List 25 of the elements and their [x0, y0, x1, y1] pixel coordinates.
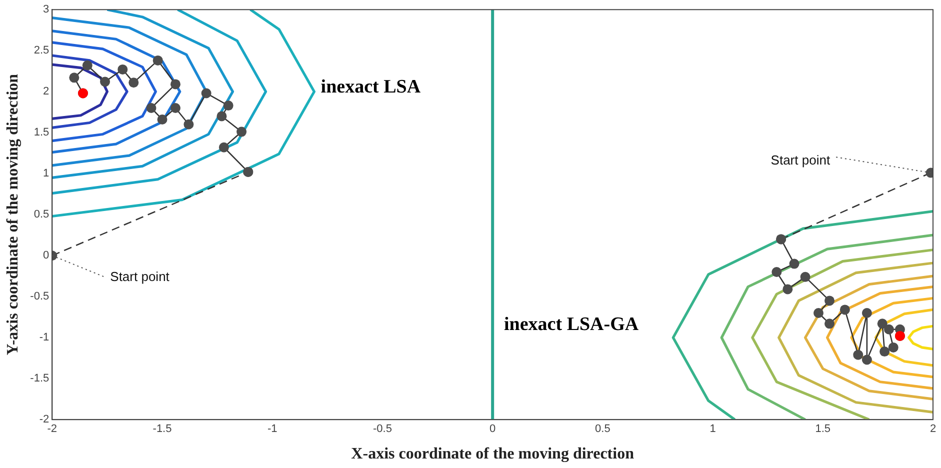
y-tick-label: 0.5: [34, 208, 50, 221]
y-tick-label: -0.5: [30, 290, 50, 303]
x-tick-label: -1: [267, 423, 278, 436]
y-tick-label: -1.5: [30, 372, 50, 385]
y-tick-label: 0: [43, 250, 50, 262]
x-tick-label: 0.5: [595, 423, 610, 436]
x-tick-label: 1.5: [815, 423, 831, 436]
annotation: Start point: [110, 269, 170, 284]
y-tick-label: 3: [43, 4, 50, 16]
x-axis-title: X-axis coordinate of the moving direction: [351, 446, 634, 463]
y-tick-label: 1.5: [34, 126, 50, 139]
annotation: inexact LSA: [320, 76, 421, 98]
y-tick-label: 1: [43, 168, 50, 180]
x-tick-label: 0: [490, 423, 496, 436]
annotation: inexact LSA-GA: [504, 314, 639, 336]
x-tick-label: 1: [710, 423, 716, 436]
y-tick-label: 2: [43, 86, 50, 98]
y-tick-label: -1: [39, 332, 50, 344]
y-tick-label: 2.5: [34, 44, 50, 57]
annotation: Start point: [770, 152, 830, 168]
x-tick-label: -0.5: [372, 423, 392, 436]
y-tick-label: -2: [39, 414, 50, 426]
y-axis-title: Y-axis coordinate of the moving direction: [4, 74, 22, 356]
x-tick-label: 2: [930, 423, 936, 436]
x-tick-label: -1.5: [152, 423, 172, 436]
